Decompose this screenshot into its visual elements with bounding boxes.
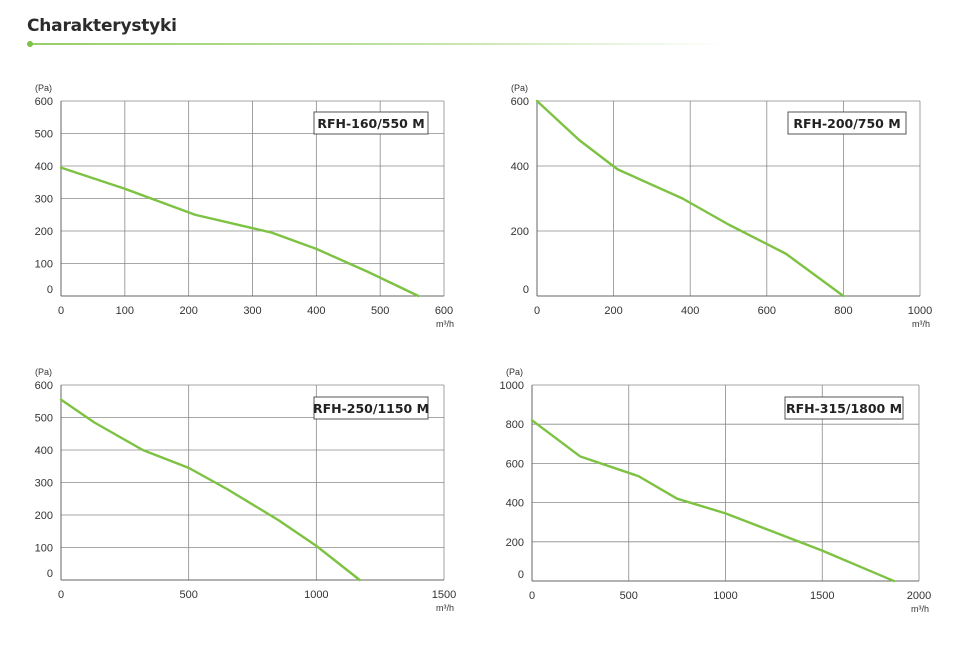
- y-tick-label: 600: [35, 380, 53, 392]
- grid: [531, 384, 920, 582]
- x-tick-label: 1000: [713, 590, 737, 602]
- y-tick-label: 0: [47, 284, 53, 296]
- x-axis-unit: m³/h: [912, 319, 930, 329]
- x-tick-label: 500: [620, 590, 638, 602]
- chart-title: RFH-160/550 M: [317, 116, 424, 131]
- y-tick-label: 600: [506, 458, 524, 470]
- y-tick-label: 400: [35, 445, 53, 457]
- y-tick-label: 500: [35, 129, 53, 141]
- chart-title: RFH-315/1800 M: [786, 401, 902, 416]
- x-tick-label: 600: [758, 305, 776, 317]
- x-tick-label: 200: [604, 305, 622, 317]
- y-tick-label: 0: [518, 569, 524, 581]
- title-underline: [27, 41, 727, 47]
- y-axis-unit: (Pa): [35, 83, 52, 93]
- x-tick-label: 0: [534, 305, 540, 317]
- y-tick-label: 0: [523, 284, 529, 296]
- x-tick-label: 400: [307, 305, 325, 317]
- x-tick-label: 400: [681, 305, 699, 317]
- y-tick-label: 600: [35, 96, 53, 108]
- x-tick-label: 2000: [907, 590, 931, 602]
- x-tick-label: 500: [371, 305, 389, 317]
- y-tick-label: 400: [35, 161, 53, 173]
- y-tick-label: 200: [35, 226, 53, 238]
- x-tick-label: 200: [179, 305, 197, 317]
- x-tick-label: 1000: [908, 305, 932, 317]
- y-tick-label: 200: [506, 537, 524, 549]
- grid: [536, 100, 921, 297]
- grid: [60, 100, 445, 297]
- x-tick-label: 0: [58, 589, 64, 601]
- x-tick-label: 1500: [810, 590, 834, 602]
- y-tick-label: 100: [35, 259, 53, 271]
- page-title: Charakterystyki: [27, 16, 177, 36]
- y-tick-label: 800: [506, 419, 524, 431]
- y-tick-label: 400: [511, 161, 529, 173]
- y-tick-label: 0: [47, 568, 53, 580]
- grid: [60, 384, 445, 581]
- model-badge: [313, 396, 429, 420]
- series-line: [530, 419, 896, 583]
- series-line: [59, 166, 420, 298]
- series-line: [535, 99, 845, 298]
- x-tick-label: 800: [834, 305, 852, 317]
- x-tick-label: 1000: [304, 589, 328, 601]
- chart-title: RFH-200/750 M: [793, 116, 900, 131]
- y-tick-label: 200: [511, 226, 529, 238]
- x-tick-label: 0: [529, 590, 535, 602]
- y-axis-unit: (Pa): [506, 367, 523, 377]
- x-axis-unit: m³/h: [436, 603, 454, 613]
- x-tick-label: 100: [116, 305, 134, 317]
- chart-title: RFH-250/1150 M: [313, 401, 429, 416]
- model-badge: [313, 111, 429, 135]
- x-tick-label: 500: [179, 589, 197, 601]
- x-tick-label: 300: [243, 305, 261, 317]
- x-tick-label: 600: [435, 305, 453, 317]
- y-tick-label: 100: [35, 543, 53, 555]
- y-tick-label: 600: [511, 96, 529, 108]
- series-line: [59, 398, 361, 582]
- model-badge: [784, 396, 904, 420]
- y-tick-label: 300: [35, 194, 53, 206]
- model-badge: [787, 111, 907, 135]
- y-tick-label: 1000: [500, 380, 524, 392]
- x-tick-label: 0: [58, 305, 64, 317]
- x-tick-label: 1500: [432, 589, 456, 601]
- x-axis-unit: m³/h: [911, 604, 929, 614]
- y-tick-label: 500: [35, 413, 53, 425]
- y-tick-label: 200: [35, 510, 53, 522]
- y-tick-label: 400: [506, 498, 524, 510]
- y-axis-unit: (Pa): [35, 367, 52, 377]
- x-axis-unit: m³/h: [436, 319, 454, 329]
- y-axis-unit: (Pa): [511, 83, 528, 93]
- y-tick-label: 300: [35, 478, 53, 490]
